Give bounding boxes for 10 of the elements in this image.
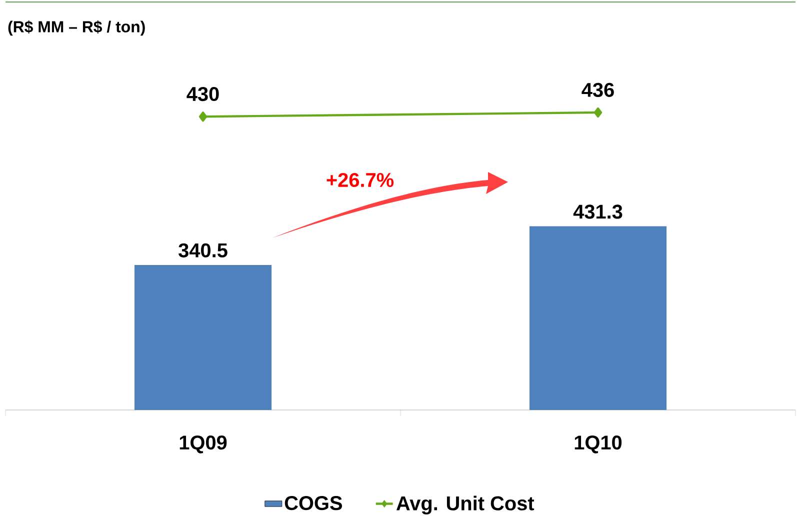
data-label: 340.5 <box>178 243 228 258</box>
annotation: +26.7% <box>326 172 394 188</box>
legend-label: COGS <box>284 496 342 510</box>
x-tick-label: 1Q09 <box>180 436 227 454</box>
text: (R$ MM – R$ / ton) <box>8 20 145 36</box>
data-label: 430 <box>186 86 219 102</box>
x-tick-label: 1Q10 <box>574 436 622 454</box>
legend-label: Avg. Unit Cost <box>396 496 534 514</box>
data-label: 431.3 <box>573 204 622 219</box>
data-label: 436 <box>582 82 614 97</box>
